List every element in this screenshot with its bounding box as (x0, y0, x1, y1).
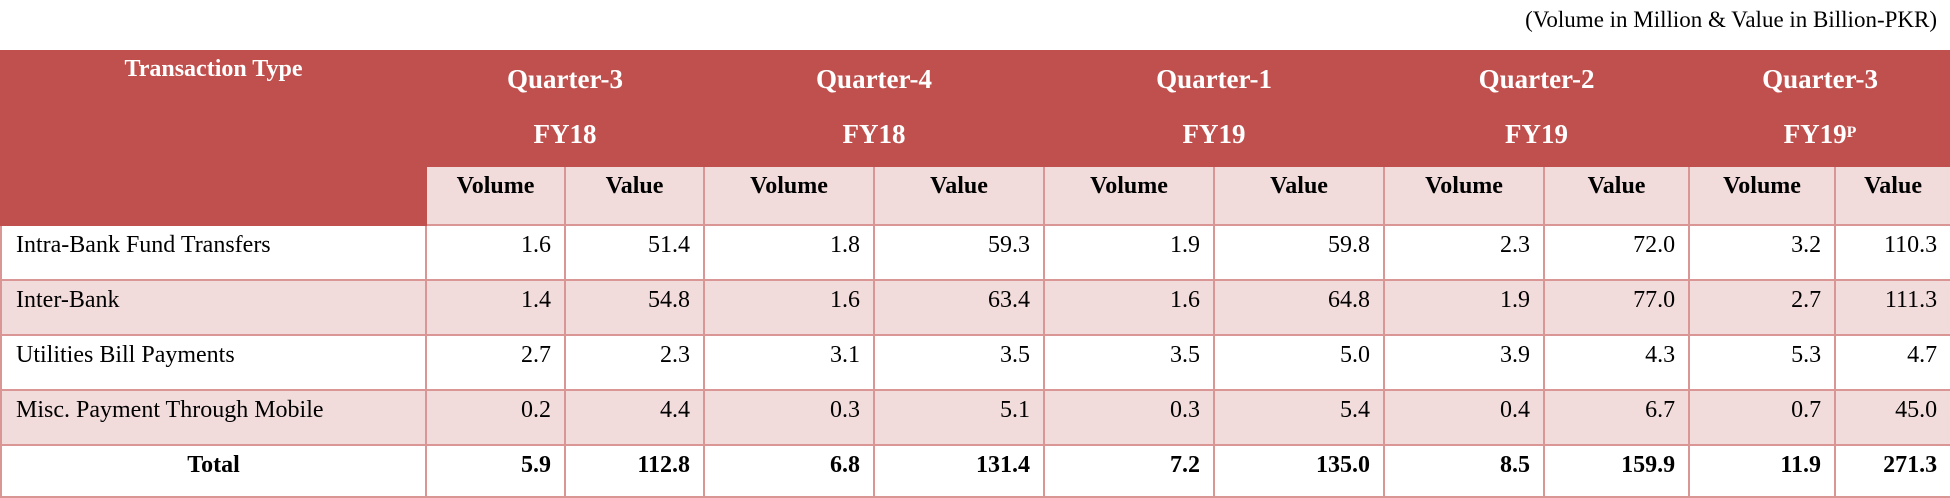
volume-header: Volume (1688, 165, 1837, 226)
value-cell: 5.1 (873, 389, 1046, 446)
value-cell: 77.0 (1543, 279, 1691, 336)
period-header: Quarter-2 FY19 (1383, 50, 1691, 167)
volume-cell: 2.3 (1383, 224, 1546, 281)
total-value-cell: 131.4 (873, 444, 1046, 498)
value-cell: 59.8 (1213, 224, 1386, 281)
period-quarter: Quarter-2 (1478, 64, 1595, 94)
volume-cell: 2.7 (425, 334, 566, 391)
total-volume-cell: 8.5 (1383, 444, 1546, 498)
value-header: Value (563, 165, 706, 226)
value-header: Value (1543, 165, 1691, 226)
period-quarter: Quarter-3 (1762, 64, 1879, 94)
period-fy: FY19 (1045, 107, 1383, 162)
period-fy: FY19P (1690, 107, 1950, 162)
total-label: Total (0, 444, 427, 498)
value-cell: 2.3 (563, 334, 706, 391)
value-cell: 6.7 (1543, 389, 1691, 446)
volume-cell: 0.2 (425, 389, 566, 446)
total-value-cell: 112.8 (563, 444, 706, 498)
transaction-type-label: Transaction Type (124, 56, 303, 82)
volume-cell: 1.9 (1383, 279, 1546, 336)
volume-header: Volume (703, 165, 876, 226)
volume-cell: 1.6 (425, 224, 566, 281)
total-value-cell: 135.0 (1213, 444, 1386, 498)
value-cell: 3.5 (873, 334, 1046, 391)
value-header: Value (1213, 165, 1386, 226)
period-header: Quarter-4 FY18 (703, 50, 1046, 167)
row-label: Inter-Bank (0, 279, 427, 336)
table-row: Intra-Bank Fund Transfers 1.6 51.4 1.8 5… (0, 224, 1950, 281)
volume-cell: 0.3 (1043, 389, 1216, 446)
volume-header: Volume (1383, 165, 1546, 226)
period-fy-text: FY18 (533, 119, 597, 149)
volume-cell: 1.9 (1043, 224, 1216, 281)
period-quarter: Quarter-1 (1156, 64, 1273, 94)
value-header: Value (1834, 165, 1950, 226)
provisional-marker: P (1846, 124, 1857, 141)
volume-cell: 1.6 (703, 279, 876, 336)
period-fy: FY18 (427, 107, 703, 162)
period-header-row: Transaction Type Quarter-3 FY18 Quarter-… (0, 50, 1950, 226)
volume-cell: 3.9 (1383, 334, 1546, 391)
value-cell: 5.0 (1213, 334, 1386, 391)
period-fy: FY18 (705, 107, 1043, 162)
value-cell: 4.3 (1543, 334, 1691, 391)
volume-cell: 3.5 (1043, 334, 1216, 391)
row-label: Utilities Bill Payments (0, 334, 427, 391)
transactions-table: Transaction Type Quarter-3 FY18 Quarter-… (0, 50, 1950, 498)
value-header: Value (873, 165, 1046, 226)
volume-cell: 2.7 (1688, 279, 1837, 336)
total-value-cell: 159.9 (1543, 444, 1691, 498)
volume-cell: 1.8 (703, 224, 876, 281)
volume-cell: 3.2 (1688, 224, 1837, 281)
volume-header: Volume (425, 165, 566, 226)
value-cell: 64.8 (1213, 279, 1386, 336)
period-fy: FY19 (1385, 107, 1688, 162)
table-row: Inter-Bank 1.4 54.8 1.6 63.4 1.6 64.8 1.… (0, 279, 1950, 336)
value-cell: 4.4 (563, 389, 706, 446)
period-fy-text: FY19 (1783, 119, 1847, 149)
units-note: (Volume in Million & Value in Billion-PK… (1525, 7, 1937, 32)
total-volume-cell: 6.8 (703, 444, 876, 498)
table-row: Utilities Bill Payments 2.7 2.3 3.1 3.5 … (0, 334, 1950, 391)
total-volume-cell: 5.9 (425, 444, 566, 498)
value-cell: 45.0 (1834, 389, 1950, 446)
value-cell: 51.4 (563, 224, 706, 281)
value-cell: 111.3 (1834, 279, 1950, 336)
period-header: Quarter-1 FY19 (1043, 50, 1386, 167)
total-volume-cell: 11.9 (1688, 444, 1837, 498)
value-cell: 59.3 (873, 224, 1046, 281)
value-cell: 110.3 (1834, 224, 1950, 281)
volume-header: Volume (1043, 165, 1216, 226)
period-header: Quarter-3 FY18 (424, 50, 706, 167)
volume-cell: 0.4 (1383, 389, 1546, 446)
subheader-row: Volume Value Volume Value Volume Value V… (1, 165, 1950, 226)
value-cell: 63.4 (873, 279, 1046, 336)
volume-cell: 0.7 (1688, 389, 1837, 446)
value-cell: 5.4 (1213, 389, 1386, 446)
volume-cell: 1.6 (1043, 279, 1216, 336)
period-fy-text: FY18 (842, 119, 906, 149)
period-header: Quarter-3 FY19P (1688, 50, 1950, 167)
total-volume-cell: 7.2 (1043, 444, 1216, 498)
period-quarter: Quarter-4 (816, 64, 932, 94)
period-fy-text: FY19 (1505, 119, 1569, 149)
volume-cell: 1.4 (425, 279, 566, 336)
transaction-type-header: Transaction Type (0, 50, 427, 226)
period-quarter: Quarter-3 (507, 64, 623, 94)
total-value-cell: 271.3 (1834, 444, 1950, 498)
volume-cell: 3.1 (703, 334, 876, 391)
row-label: Misc. Payment Through Mobile (0, 389, 427, 446)
volume-cell: 0.3 (703, 389, 876, 446)
row-label: Intra-Bank Fund Transfers (0, 224, 427, 281)
total-row: Total 5.9 112.8 6.8 131.4 7.2 135.0 8.5 … (0, 444, 1950, 498)
volume-cell: 5.3 (1688, 334, 1837, 391)
value-cell: 72.0 (1543, 224, 1691, 281)
period-fy-text: FY19 (1182, 119, 1246, 149)
value-cell: 4.7 (1834, 334, 1950, 391)
value-cell: 54.8 (563, 279, 706, 336)
table-row: Misc. Payment Through Mobile 0.2 4.4 0.3… (0, 389, 1950, 446)
